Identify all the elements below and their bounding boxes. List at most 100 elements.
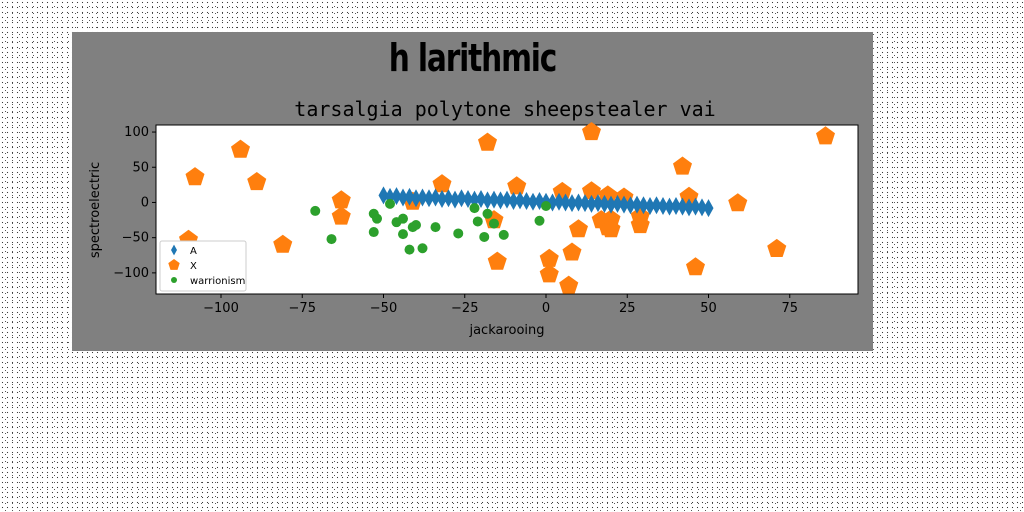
x-tick-label: −100 xyxy=(203,301,239,316)
point-a xyxy=(411,189,421,208)
x-tick-label: −25 xyxy=(451,301,478,316)
point-a xyxy=(677,197,688,216)
plot-area xyxy=(155,124,859,295)
point-a xyxy=(632,195,642,214)
point-warrionism xyxy=(498,229,509,240)
series-warrionism xyxy=(310,198,551,255)
point-warrionism xyxy=(469,203,480,214)
y-tick-label: −100 xyxy=(113,266,149,281)
figure-suptitle: h larithmic xyxy=(388,36,558,80)
point-a xyxy=(671,196,681,215)
legend-item-a: A xyxy=(171,244,197,257)
legend-marker-a xyxy=(171,244,177,256)
point-x xyxy=(331,190,351,209)
point-a xyxy=(625,196,636,215)
legend-item-warrionism: warrionism xyxy=(171,276,245,287)
legend-label: A xyxy=(190,246,197,257)
point-a xyxy=(430,188,441,207)
series-x xyxy=(179,122,835,294)
point-warrionism xyxy=(398,229,408,240)
point-a xyxy=(560,193,571,212)
y-axis-label: spectroelectric xyxy=(88,162,103,258)
x-tick-label: −75 xyxy=(289,301,316,316)
point-warrionism xyxy=(489,218,499,229)
x-tick-label: 0 xyxy=(542,301,550,316)
y-axis: 100 50 0 −50 −100 xyxy=(113,125,156,281)
point-warrionism xyxy=(326,234,337,245)
legend-label: warrionism xyxy=(190,276,245,287)
point-x xyxy=(185,167,205,186)
point-a xyxy=(515,191,525,210)
point-a xyxy=(502,190,512,209)
point-x xyxy=(562,242,582,261)
x-tick-label: −50 xyxy=(370,301,397,316)
point-x xyxy=(679,186,699,205)
point-a xyxy=(619,195,629,214)
chart-title: tarsalgia polytone sheepstealer vai xyxy=(294,97,715,121)
point-x xyxy=(273,234,293,253)
point-warrionism xyxy=(404,244,415,255)
point-x xyxy=(686,257,705,276)
y-tick-label: 0 xyxy=(141,195,149,210)
point-x xyxy=(559,275,579,294)
point-warrionism xyxy=(541,200,551,211)
point-a xyxy=(391,187,402,206)
y-tick-label: 100 xyxy=(124,125,149,140)
point-a xyxy=(508,192,519,211)
point-x xyxy=(507,176,527,195)
point-a xyxy=(404,187,415,206)
point-a xyxy=(703,199,714,218)
x-tick-label: 75 xyxy=(781,301,798,316)
point-a xyxy=(697,198,707,217)
point-warrionism xyxy=(417,243,428,254)
point-a xyxy=(645,196,655,215)
point-a xyxy=(424,189,434,208)
point-x xyxy=(569,219,588,238)
point-a xyxy=(690,197,701,216)
point-a xyxy=(443,189,454,208)
point-warrionism xyxy=(482,208,493,219)
point-a xyxy=(573,193,584,212)
point-x xyxy=(582,181,601,200)
legend-marker-warrionism xyxy=(171,277,177,283)
point-a xyxy=(417,188,428,207)
x-axis-label: jackarooing xyxy=(468,323,544,338)
point-a xyxy=(658,196,668,215)
point-x xyxy=(601,219,621,238)
point-a xyxy=(437,189,447,208)
point-a xyxy=(476,189,486,208)
point-x xyxy=(552,181,572,200)
point-a xyxy=(554,192,564,211)
point-a xyxy=(586,194,597,213)
point-warrionism xyxy=(472,216,483,227)
point-warrionism xyxy=(372,213,382,224)
point-a xyxy=(606,195,616,214)
point-a xyxy=(450,190,460,209)
point-a xyxy=(495,191,506,210)
legend-item-x: X xyxy=(168,259,197,272)
point-a xyxy=(580,194,590,213)
point-a xyxy=(638,196,649,215)
point-a xyxy=(463,189,473,208)
point-x xyxy=(728,193,748,212)
point-a xyxy=(528,192,538,211)
point-warrionism xyxy=(310,205,321,216)
point-a xyxy=(684,198,694,217)
point-x xyxy=(673,156,692,175)
point-a xyxy=(593,194,603,213)
point-a xyxy=(489,190,499,209)
point-x xyxy=(582,122,601,141)
point-warrionism xyxy=(534,215,545,226)
point-x xyxy=(247,172,267,191)
point-a xyxy=(612,194,623,213)
point-x xyxy=(432,174,452,193)
point-x xyxy=(331,206,351,225)
x-axis: −100 −75 −50 −25 0 25 50 75 xyxy=(203,294,798,316)
point-x xyxy=(816,126,835,145)
point-a xyxy=(456,189,467,208)
point-a xyxy=(651,196,662,215)
point-a xyxy=(567,194,577,213)
point-warrionism xyxy=(430,222,441,233)
y-tick-label: −50 xyxy=(122,231,149,246)
